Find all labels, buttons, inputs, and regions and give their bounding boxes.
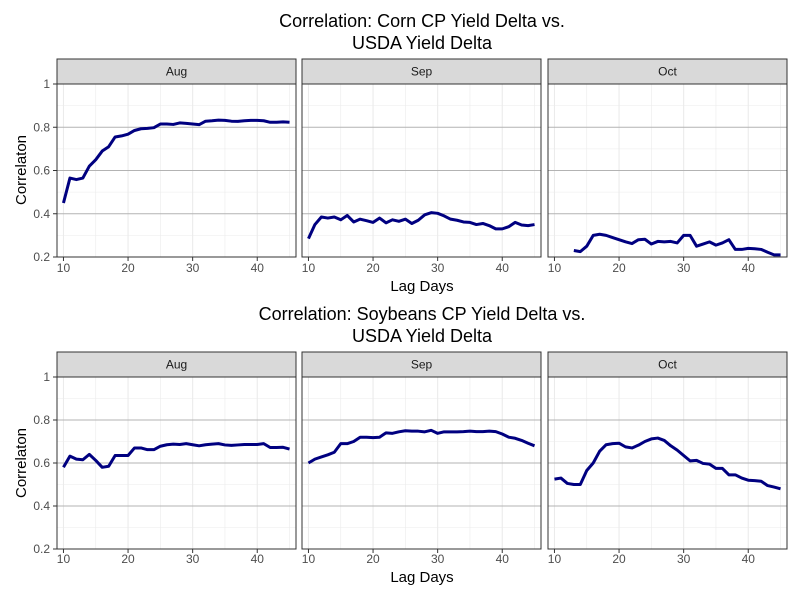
panel-border [547,376,788,550]
panel-border [547,83,788,258]
series-line-aug [62,442,290,469]
y-tick-label: 0.2 [33,250,50,264]
y-axis-title: Correlaton [13,428,30,498]
y-tick-label: 0.8 [33,120,50,134]
x-tick-label: 40 [251,552,265,566]
x-tick-label: 20 [366,261,380,275]
panel-border [301,376,542,550]
facet-strip-label: Oct [658,358,677,372]
y-axis-title: Correlaton [13,135,30,205]
facet-strip [56,351,297,378]
x-tick-label: 40 [742,261,756,275]
facet-strip [547,351,788,378]
series-line-oct [554,436,781,491]
x-tick-label: 30 [186,261,200,275]
facet-strip-label: Oct [658,65,677,79]
series-line-oct [573,232,781,257]
x-tick-label: 20 [121,552,135,566]
facet-sep: Sep 10 20 30 40 [301,58,542,275]
facet-sep: Sep 10 20 30 40 [301,351,542,566]
chart-2: Correlation: Soybeans CP Yield Delta vs.… [13,304,788,586]
facet-strip-label: Sep [411,65,433,79]
facet-strip [56,58,297,85]
y-tick-label: 0.4 [33,499,50,513]
x-tick-label: 30 [677,552,691,566]
series-line-aug [62,118,290,204]
x-tick-label: 40 [742,552,756,566]
x-tick-label: 20 [612,261,626,275]
x-tick-label: 10 [57,261,71,275]
series-line-sep [307,428,536,465]
x-tick-label: 10 [302,261,316,275]
y-tick-label: 0.4 [33,207,50,221]
facet-strip [301,351,542,378]
x-tick-label: 40 [496,261,510,275]
x-tick-label: 10 [302,552,316,566]
chart-title-line: USDA Yield Delta [352,33,493,53]
y-tick-label: 1 [43,370,50,384]
chart-title-line: Correlation: Soybeans CP Yield Delta vs. [259,304,586,324]
x-axis-title: Lag Days [390,278,453,295]
x-tick-label: 10 [57,552,71,566]
facet-strip-label: Sep [411,358,433,372]
facet-oct: Oct 10 20 30 40 [547,58,788,275]
x-tick-label: 30 [431,552,445,566]
chart-title-line: Correlation: Corn CP Yield Delta vs. [279,11,565,31]
facet-aug: Aug 10 20 30 40 [56,58,297,275]
chart-title-line: USDA Yield Delta [352,326,493,346]
x-tick-label: 40 [251,261,265,275]
x-tick-label: 40 [496,552,510,566]
y-tick-label: 0.8 [33,413,50,427]
y-tick-label: 1 [43,77,50,91]
chart-1: Correlation: Corn CP Yield Delta vs.USDA… [13,11,788,295]
facet-oct: Oct 10 20 30 40 [547,351,788,566]
y-tick-label: 0.6 [33,164,50,178]
facet-strip-label: Aug [166,358,187,372]
facet-strip [547,58,788,85]
x-tick-label: 10 [548,552,562,566]
panel-border [301,83,542,258]
x-tick-label: 10 [548,261,562,275]
y-tick-label: 0.2 [33,542,50,556]
facet-strip-label: Aug [166,65,187,79]
facet-strip [301,58,542,85]
x-tick-label: 20 [366,552,380,566]
x-tick-label: 20 [612,552,626,566]
x-tick-label: 30 [186,552,200,566]
series-line-sep [307,211,535,240]
facet-aug: Aug 10 20 30 40 [56,351,297,566]
x-axis-title: Lag Days [390,569,453,586]
x-tick-label: 30 [677,261,691,275]
y-tick-label: 0.6 [33,456,50,470]
x-tick-label: 20 [121,261,135,275]
x-tick-label: 30 [431,261,445,275]
